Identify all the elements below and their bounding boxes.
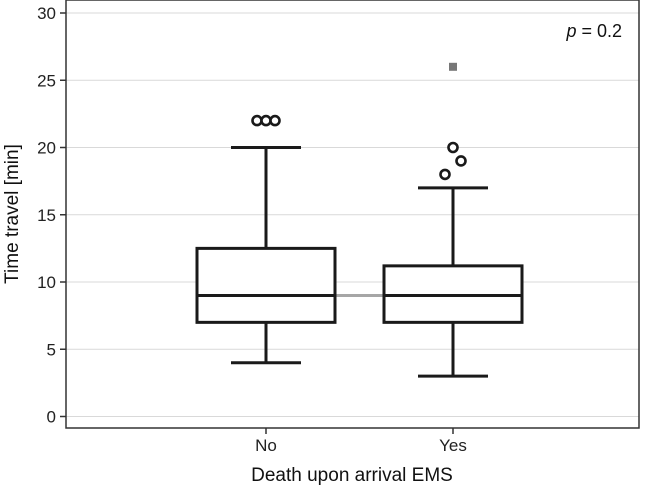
y-axis: 0 5 10 15 20 25 30 — [37, 4, 66, 427]
y-tick-label-20: 20 — [37, 139, 56, 158]
y-tick-label-0: 0 — [47, 408, 56, 427]
boxes — [195, 62, 524, 378]
x-axis-label: Death upon arrival EMS — [251, 465, 453, 486]
p-value-symbol: p — [565, 21, 576, 41]
x-tick-label-no: No — [255, 436, 277, 455]
y-tick-label-25: 25 — [37, 71, 56, 90]
iqr-box-no — [195, 246, 337, 324]
plot-frame — [65, 0, 640, 429]
y-tick-label-10: 10 — [37, 273, 56, 292]
p-value-annotation: p = 0.2 — [565, 21, 622, 41]
p-value-text: = 0.2 — [576, 21, 622, 41]
outlier-yes-1 — [439, 168, 451, 181]
box-no — [195, 114, 337, 365]
gridlines — [66, 12, 639, 417]
y-tick-label-5: 5 — [47, 340, 56, 359]
y-tick-label-30: 30 — [37, 4, 56, 23]
box-yes — [382, 62, 524, 378]
outlier-no-3 — [269, 114, 281, 127]
extreme-yes-1 — [449, 62, 457, 71]
y-axis-label: Time travel [min] — [2, 144, 23, 284]
y-tick-label-15: 15 — [37, 206, 56, 225]
x-tick-label-yes: Yes — [439, 436, 467, 455]
outlier-no-2 — [260, 114, 272, 127]
outlier-yes-3 — [447, 141, 459, 154]
outlier-no-1 — [251, 114, 263, 127]
x-axis: No Yes — [255, 428, 467, 455]
outlier-yes-2 — [455, 155, 467, 167]
